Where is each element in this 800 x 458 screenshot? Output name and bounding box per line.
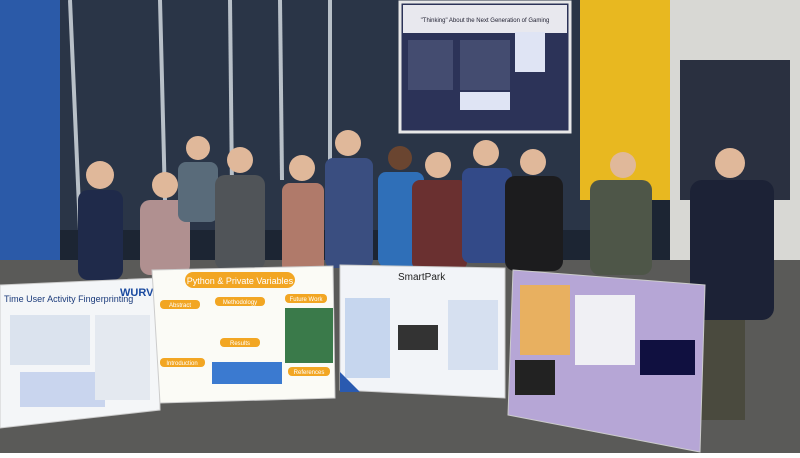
person	[140, 200, 190, 275]
poster-smartpark: SmartPark	[339, 264, 506, 399]
poster-panel	[408, 40, 453, 90]
heads	[86, 130, 745, 198]
person	[690, 180, 774, 320]
poster-panel	[398, 325, 438, 350]
section-tag	[285, 294, 327, 303]
poster-icons	[285, 308, 333, 363]
poster-panel	[212, 362, 282, 384]
poster-panel	[575, 295, 635, 365]
poster-panel	[10, 315, 90, 365]
poster-panel	[460, 92, 510, 110]
head	[715, 148, 745, 178]
poster-python: Python & Private Variables Abstract Meth…	[151, 265, 336, 404]
head	[186, 136, 210, 160]
person	[412, 180, 467, 270]
head	[227, 147, 253, 173]
poster-panel	[345, 298, 390, 378]
section-label: Future Work	[290, 297, 324, 303]
poster-panel	[20, 372, 105, 407]
poster-logo: WURVA	[120, 287, 161, 299]
section-label: Results	[230, 341, 250, 347]
poster-right	[507, 269, 706, 453]
blue-wall	[0, 0, 60, 270]
section-tag	[288, 367, 330, 376]
section-label: Abstract	[169, 303, 191, 309]
person-legs	[700, 320, 745, 420]
person	[325, 158, 373, 268]
poster-left: Time User Activity Fingerprinting WURVA	[0, 277, 161, 429]
poster-panel	[515, 360, 555, 395]
poster-panel	[640, 340, 695, 375]
person	[78, 190, 123, 280]
section-tag	[215, 297, 265, 306]
head	[610, 152, 636, 178]
poster-stripe	[340, 372, 360, 392]
poster-panel	[520, 285, 570, 355]
head	[388, 146, 412, 170]
head	[289, 155, 315, 181]
section-label: Introduction	[166, 361, 197, 367]
poster-panel	[460, 40, 510, 90]
frame	[278, 0, 284, 181]
poster-banner	[185, 272, 295, 288]
section-label: References	[294, 370, 325, 376]
poster-panel	[515, 32, 545, 72]
section-label: Methodology	[223, 300, 257, 306]
person	[215, 175, 265, 270]
head	[520, 149, 546, 175]
person	[505, 176, 563, 271]
section-tag	[160, 358, 205, 367]
head	[473, 140, 499, 166]
poster-panel	[448, 300, 498, 370]
section-tag	[160, 300, 200, 309]
poster-panel	[95, 315, 150, 400]
poster-title: "Thinking" About the Next Generation of …	[421, 18, 550, 24]
head	[152, 172, 178, 198]
person	[282, 183, 324, 273]
window	[680, 60, 790, 200]
person	[590, 180, 652, 275]
poster-top: "Thinking" About the Next Generation of …	[398, 0, 572, 134]
poster-title: SmartPark	[398, 272, 446, 283]
people	[78, 130, 774, 420]
section-labels: Abstract Methodology Future Work Results…	[160, 294, 330, 376]
frame	[158, 0, 167, 201]
poster-title: Python & Private Variables	[187, 276, 294, 286]
poster-title: Time User Activity Fingerprinting	[4, 294, 133, 304]
head	[86, 161, 114, 189]
head	[335, 130, 361, 156]
poster-header	[403, 5, 567, 33]
section-tag	[220, 338, 260, 347]
person	[462, 168, 512, 263]
person	[178, 162, 218, 222]
head	[425, 152, 451, 178]
frame	[68, 0, 82, 231]
